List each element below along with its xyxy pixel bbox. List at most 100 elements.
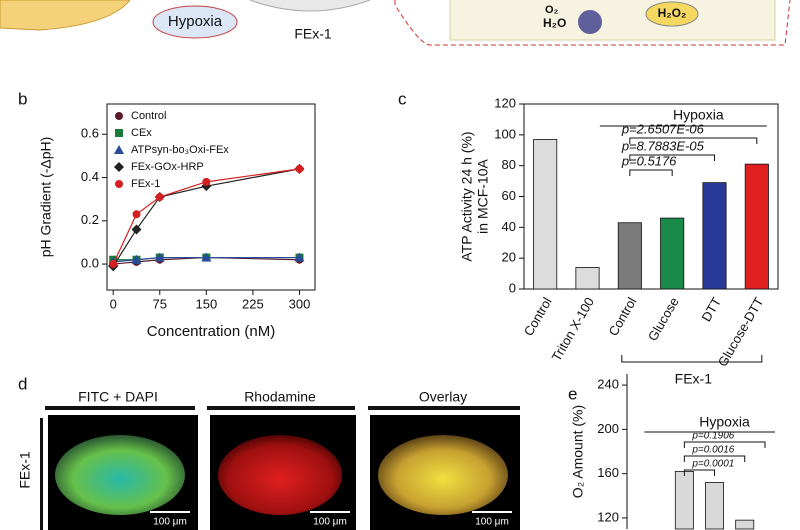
- bar: [575, 267, 600, 290]
- image-cells: [378, 435, 508, 515]
- y-axis-label: in MCF-10A: [475, 158, 491, 233]
- marker: [202, 177, 211, 186]
- y-tick-label: 120: [494, 95, 516, 110]
- y-tick-label: 0.6: [81, 126, 99, 141]
- legend-label: Control: [131, 110, 166, 122]
- y-tick-label: 120: [597, 509, 619, 524]
- h2o-text: H₂O: [543, 16, 566, 30]
- scale-text: 100 μm: [475, 517, 509, 528]
- x-tick-label: Triton X-100: [549, 295, 598, 364]
- x-axis-label: Concentration (nM): [147, 323, 275, 340]
- row-label: FEx-1: [17, 451, 33, 489]
- y-tick-label: 0.2: [81, 212, 99, 227]
- p-value: p=0.5176: [621, 153, 677, 168]
- plot-frame: [106, 103, 316, 291]
- p-value: p=0.0001: [691, 459, 734, 470]
- hypoxia-text: Hypoxia: [168, 13, 223, 30]
- image-cells: [218, 435, 342, 515]
- legend-marker: [115, 129, 123, 137]
- x-tick-label: Glucose-DTT: [715, 295, 767, 369]
- scale-text: 100 μm: [153, 517, 187, 528]
- group-label: Hypoxia: [673, 107, 724, 123]
- panel-label: c: [398, 89, 407, 108]
- bracket: [621, 355, 763, 363]
- marker: [294, 252, 305, 262]
- y-tick-label: 60: [502, 188, 516, 203]
- x-tick-label: Control: [521, 295, 555, 339]
- legend-label: FEx-1: [131, 178, 160, 190]
- y-tick-label: 0: [509, 280, 516, 295]
- bracket: [683, 441, 766, 448]
- column-label: Overlay: [419, 389, 467, 405]
- enzyme-blob: [578, 10, 602, 34]
- y-tick-label: 20: [502, 250, 516, 265]
- x-tick-label: 0: [110, 296, 117, 311]
- bracket: [629, 169, 673, 176]
- marker: [201, 252, 212, 262]
- bracket: [683, 469, 716, 476]
- legend-label: FEx-GOx-HRP: [131, 161, 204, 173]
- cell-shape: [0, 0, 131, 31]
- marker: [155, 193, 164, 201]
- y-axis-label: ATP Activity 24 h (%): [459, 131, 475, 261]
- bar: [533, 139, 558, 290]
- row-bar: [40, 418, 43, 530]
- legend-marker: [114, 145, 124, 154]
- panel-d: FITC + DAPI Rhodamine Overlay FEx-1 100 …: [17, 389, 520, 530]
- y-tick-label: 240: [597, 377, 619, 392]
- x-tick-label: Glucose: [645, 295, 682, 344]
- x-tick-label: 75: [153, 296, 167, 311]
- p-value: p=2.6507E-06: [621, 121, 705, 136]
- marker: [109, 260, 118, 269]
- y-tick-label: 200: [597, 421, 619, 436]
- image-cells: [55, 435, 185, 515]
- panel-label: d: [18, 374, 27, 393]
- x-tick-label: 150: [195, 296, 217, 311]
- scale-text: 100 μm: [313, 517, 347, 528]
- marker: [131, 254, 142, 264]
- p-value: p=8.7883E-05: [621, 138, 705, 153]
- y-tick-label: 80: [502, 157, 516, 172]
- top-schematic: Hypoxia FEx-1 O₂ H₂O H₂O₂: [0, 0, 791, 46]
- bar: [705, 482, 724, 530]
- x-tick-label: Control: [605, 295, 639, 339]
- panel-label: e: [568, 384, 577, 403]
- bracket: [629, 154, 715, 161]
- x-tick-label: DTT: [698, 295, 724, 324]
- bar: [744, 163, 769, 290]
- y-tick-label: 0.4: [81, 169, 99, 184]
- marker: [131, 224, 142, 235]
- column-bar: [45, 406, 195, 410]
- column-label: Rhodamine: [244, 389, 316, 405]
- dashed-box: [394, 0, 791, 46]
- o2-text: O₂: [545, 4, 559, 16]
- y-tick-label: 0.0: [81, 255, 99, 270]
- y-axis-label: pH Gradient (-ΔpH): [38, 137, 54, 258]
- h2o2-ellipse: [645, 1, 699, 27]
- h2o2-text: H₂O₂: [658, 6, 687, 20]
- bracket-label: FEx-1: [675, 371, 713, 387]
- legend-label: ATPsyn-bo₃Oxi-FEx: [131, 144, 229, 156]
- marker: [132, 210, 141, 219]
- y-axis-label: O₂ Amount (%): [570, 405, 586, 498]
- legend-label: CEx: [131, 127, 152, 139]
- p-value: p=0.0016: [691, 445, 734, 456]
- legend-marker: [114, 162, 124, 172]
- bracket: [683, 455, 746, 462]
- column-bar: [368, 406, 520, 410]
- membrane: [249, 0, 371, 12]
- y-tick-label: 160: [597, 465, 619, 480]
- inner-box: [449, 0, 776, 41]
- marker: [295, 164, 304, 173]
- p-value: p=0.1906: [691, 431, 734, 442]
- column-label: FITC + DAPI: [78, 389, 158, 405]
- legend-marker: [115, 180, 123, 188]
- bracket: [629, 137, 758, 144]
- bar: [702, 182, 727, 290]
- y-tick-label: 40: [502, 219, 516, 234]
- group-label: Hypoxia: [699, 414, 750, 430]
- panel-label: b: [18, 89, 27, 108]
- bar: [735, 519, 755, 530]
- marker: [154, 252, 165, 262]
